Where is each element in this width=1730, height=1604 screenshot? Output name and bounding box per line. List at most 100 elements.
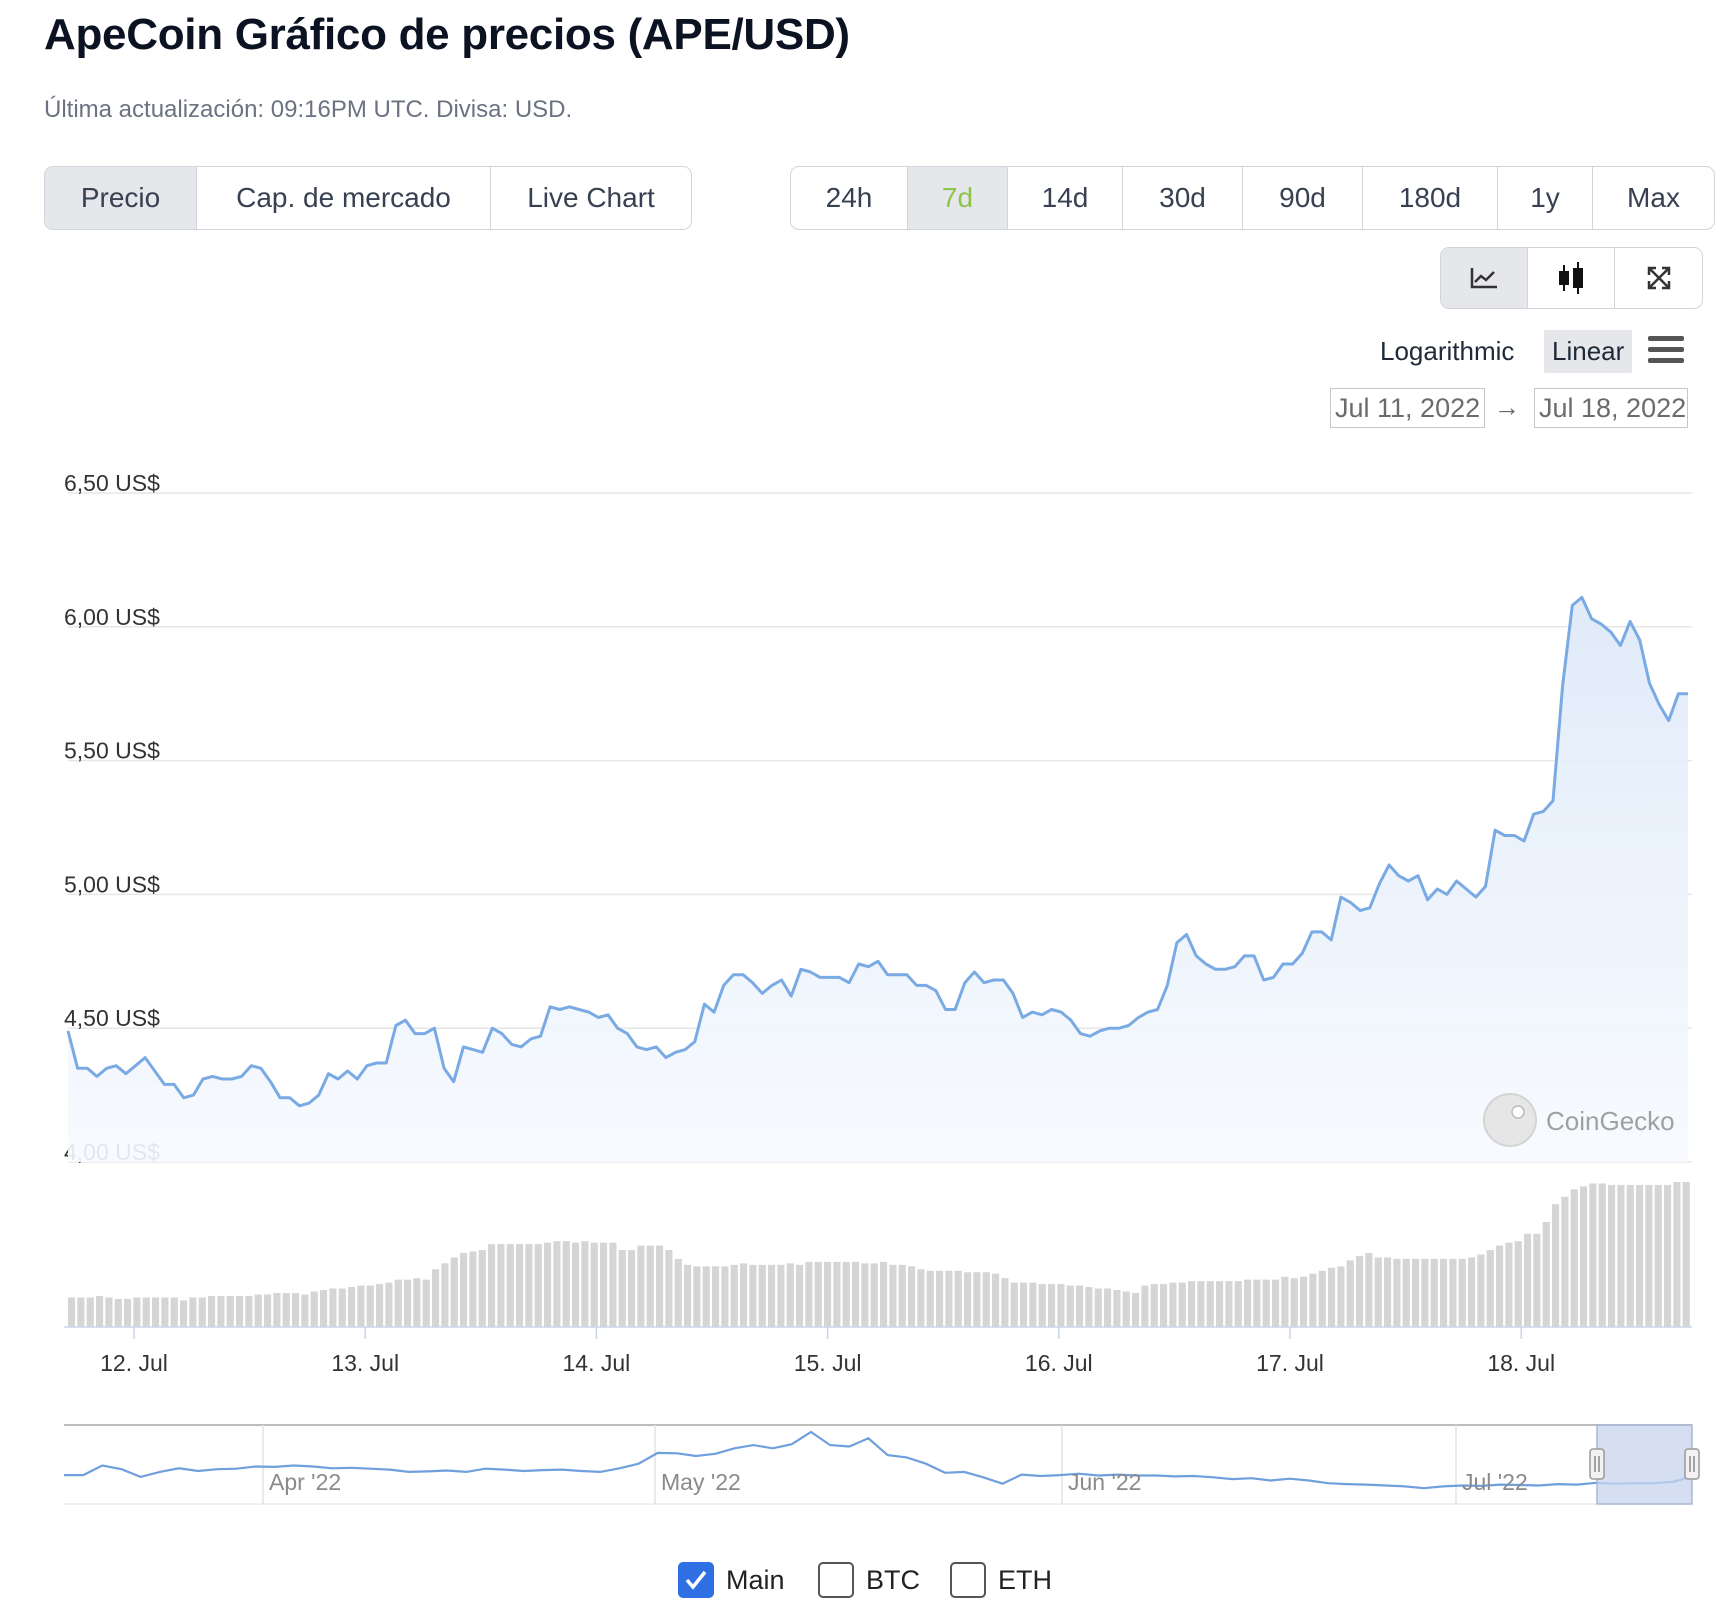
volume-bar <box>1598 1183 1606 1327</box>
legend-eth[interactable]: ETH <box>950 1562 1052 1598</box>
date-range-arrow: → <box>1494 392 1520 422</box>
volume-bar <box>1337 1266 1345 1327</box>
volume-bar <box>525 1244 533 1327</box>
range-14d-button[interactable]: 14d <box>1008 167 1123 229</box>
volume-bar <box>740 1263 748 1327</box>
volume-bar <box>208 1295 216 1327</box>
volume-bar <box>1384 1257 1392 1327</box>
volume-bar <box>1402 1258 1410 1327</box>
range-24h-button[interactable]: 24h <box>791 167 908 229</box>
y-tick-label: 6,00 US$ <box>64 604 160 630</box>
legend-main[interactable]: Main <box>678 1562 785 1598</box>
main-checkbox[interactable] <box>678 1562 714 1598</box>
volume-bar <box>1206 1281 1214 1327</box>
range-1y-button[interactable]: 1y <box>1498 167 1593 229</box>
volume-bar <box>1449 1258 1457 1327</box>
volume-bar <box>609 1242 617 1327</box>
legend-btc[interactable]: BTC <box>818 1562 920 1598</box>
eth-checkbox[interactable] <box>950 1562 986 1598</box>
volume-bar <box>264 1294 272 1327</box>
volume-bar <box>1178 1282 1186 1327</box>
fullscreen-icon <box>1647 266 1670 290</box>
volume-bar <box>842 1261 850 1327</box>
fullscreen-button[interactable] <box>1615 248 1702 308</box>
volume-bar <box>497 1244 505 1327</box>
x-tick-label: 15. Jul <box>794 1350 862 1376</box>
volume-bar <box>973 1272 981 1327</box>
x-tick-label: 13. Jul <box>331 1350 399 1376</box>
volume-bar <box>721 1266 729 1327</box>
volume-bar <box>1542 1221 1550 1327</box>
linear-scale-button[interactable]: Linear <box>1544 330 1633 373</box>
tab-market-cap[interactable]: Cap. de mercado <box>197 167 491 229</box>
tab-live-chart[interactable]: Live Chart <box>527 182 655 213</box>
volume-bar <box>1514 1241 1522 1327</box>
volume-bar <box>562 1241 570 1327</box>
volume-bar <box>189 1297 197 1327</box>
volume-bar <box>1496 1245 1504 1327</box>
price-line <box>66 595 1688 1108</box>
coingecko-watermark: CoinGecko <box>1483 1093 1675 1147</box>
date-to-input[interactable]: Jul 18, 2022 <box>1534 388 1688 428</box>
volume-bar <box>786 1263 794 1327</box>
coingecko-logo-icon <box>1483 1093 1537 1147</box>
volume-bars <box>64 1181 1692 1328</box>
range-30d-button[interactable]: 30d <box>1123 167 1243 229</box>
volume-bar <box>1001 1278 1009 1327</box>
volume-bar <box>357 1285 365 1327</box>
legend-btc-label: BTC <box>866 1564 920 1595</box>
volume-bar <box>712 1266 720 1327</box>
range-7d-button[interactable]: 7d <box>908 167 1008 229</box>
btc-checkbox[interactable] <box>818 1562 854 1598</box>
chart-menu-icon[interactable] <box>1648 336 1684 364</box>
volume-bar <box>590 1242 598 1327</box>
x-tick-label: 16. Jul <box>1025 1350 1093 1376</box>
price-chart[interactable]: 6,50 US$ 6,00 US$ 5,50 US$ 5,00 US$ 4,50 US$… <box>0 0 1730 1540</box>
range-180d-button[interactable]: 180d <box>1363 167 1498 229</box>
tab-price[interactable]: Precio <box>45 167 197 229</box>
volume-bar <box>814 1261 822 1327</box>
volume-bar <box>1570 1189 1578 1327</box>
line-chart-button[interactable] <box>1441 248 1528 308</box>
chart-view-tools <box>1440 247 1703 309</box>
volume-bar <box>506 1244 514 1327</box>
volume-bar <box>1066 1285 1074 1327</box>
navigator-line <box>64 1430 1693 1490</box>
volume-bar <box>460 1253 468 1327</box>
watermark-text: CoinGecko <box>1546 1106 1675 1136</box>
navigator-tick-label: May '22 <box>661 1469 741 1495</box>
volume-bar <box>441 1263 449 1327</box>
volume-bar <box>768 1264 776 1327</box>
volume-bar <box>488 1244 496 1327</box>
range-navigator[interactable]: Apr '22 May '22 Jun '22 Jul '22 <box>64 1424 1700 1505</box>
volume-bar <box>1468 1257 1476 1327</box>
volume-bar <box>1374 1257 1382 1327</box>
volume-bar <box>964 1272 972 1327</box>
volume-bar <box>1458 1258 1466 1327</box>
volume-bar <box>870 1263 878 1327</box>
volume-bar <box>1636 1184 1644 1327</box>
volume-bar <box>889 1264 897 1327</box>
volume-bar <box>628 1250 636 1327</box>
range-max-button[interactable]: Max <box>1627 182 1680 213</box>
volume-bar <box>329 1288 337 1327</box>
volume-bar <box>1010 1282 1018 1327</box>
x-tick-label: 14. Jul <box>563 1350 631 1376</box>
candlestick-button[interactable] <box>1528 248 1615 308</box>
volume-bar <box>1197 1281 1205 1327</box>
volume-bar <box>1552 1204 1560 1327</box>
volume-bar <box>1309 1273 1317 1327</box>
navigator-tick-label: Apr '22 <box>269 1469 341 1495</box>
volume-bar <box>404 1279 412 1327</box>
volume-bar <box>478 1250 486 1327</box>
range-90d-button[interactable]: 90d <box>1243 167 1363 229</box>
volume-bar <box>758 1264 766 1327</box>
logarithmic-scale-button[interactable]: Logarithmic <box>1380 336 1515 366</box>
legend-main-label: Main <box>726 1564 785 1595</box>
volume-bar <box>861 1263 869 1327</box>
volume-bar <box>544 1242 552 1327</box>
volume-bar <box>1365 1253 1373 1327</box>
volume-bar <box>68 1297 76 1327</box>
volume-bar <box>1654 1184 1662 1327</box>
date-from-input[interactable]: Jul 11, 2022 <box>1330 388 1485 428</box>
